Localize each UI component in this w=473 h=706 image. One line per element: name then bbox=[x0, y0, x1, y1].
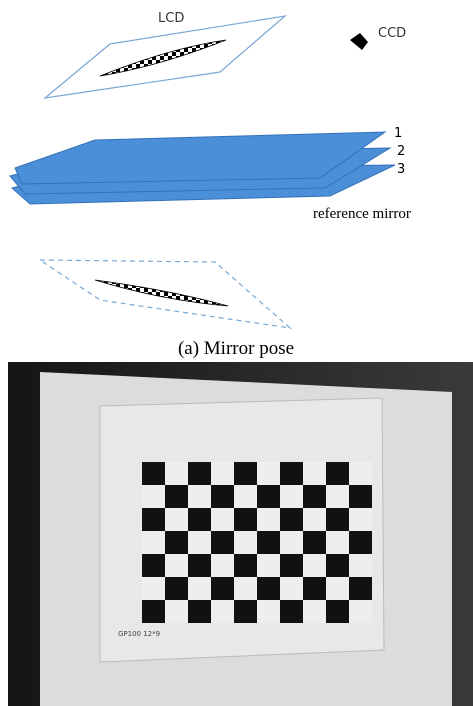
ccd-icon bbox=[350, 33, 368, 50]
mirror-label: 1 bbox=[394, 126, 402, 141]
reference-label: reference mirror bbox=[313, 206, 411, 222]
photo-checkerboard bbox=[142, 462, 372, 623]
photo-label: GP100 12*9 bbox=[118, 630, 160, 638]
caption: (a) Mirror pose bbox=[178, 338, 294, 359]
ccd-label: CCD bbox=[378, 26, 406, 41]
lcd-pattern bbox=[100, 40, 226, 76]
mirror-label: 3 bbox=[397, 162, 405, 177]
lcd-label: LCD bbox=[158, 11, 184, 26]
mirror-label: 2 bbox=[397, 144, 405, 159]
figure: LCD CCD 1 2 3 reference mirror (a) Mirro… bbox=[0, 0, 473, 706]
